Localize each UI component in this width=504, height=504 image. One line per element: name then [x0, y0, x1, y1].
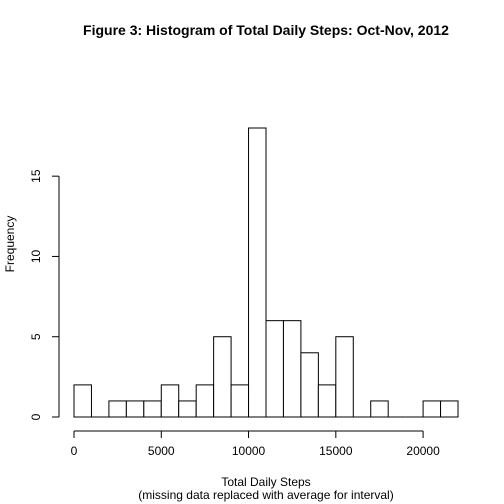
y-tick-label-2: 10 [29, 249, 43, 263]
histogram-bar-12 [282, 320, 302, 418]
histogram-bar-7 [195, 384, 215, 418]
bars-group [73, 127, 459, 418]
histogram-bar-2 [108, 400, 127, 418]
histogram-bar-21 [440, 400, 459, 418]
x-axis-label: Total Daily Steps [221, 475, 310, 489]
histogram-bar-10 [248, 127, 267, 418]
histogram-bar-8 [213, 336, 232, 418]
x-tick-label-3: 15000 [319, 444, 353, 458]
x-axis: 0 5000 10000 15000 20000 [71, 430, 440, 458]
histogram-bar-15 [335, 336, 354, 418]
chart-title: Figure 3: Histogram of Total Daily Steps… [83, 22, 449, 38]
histogram-bar-13 [300, 352, 319, 418]
y-axis-label: Frequency [3, 216, 17, 273]
x-tick-label-1: 5000 [148, 444, 175, 458]
histogram-bar-3 [125, 400, 145, 418]
histogram-bar-11 [265, 320, 284, 418]
histogram-bar-0 [73, 384, 92, 418]
histogram-bar-5 [160, 384, 180, 418]
y-tick-label-1: 5 [29, 333, 43, 340]
histogram-bar-6 [178, 400, 197, 418]
y-tick-label-3: 15 [29, 169, 43, 183]
x-tick-label-0: 0 [71, 444, 78, 458]
histogram-bar-4 [143, 400, 162, 418]
y-axis: 0 5 10 15 [29, 169, 60, 420]
histogram-bar-17 [370, 400, 389, 418]
y-tick-label-0: 0 [29, 413, 43, 420]
histogram-bar-14 [317, 384, 337, 418]
x-axis-sublabel: (missing data replaced with average for … [138, 488, 393, 502]
histogram-bar-9 [230, 384, 250, 418]
histogram-bar-20 [422, 400, 442, 418]
x-tick-label-4: 20000 [406, 444, 440, 458]
x-tick-label-2: 10000 [232, 444, 266, 458]
